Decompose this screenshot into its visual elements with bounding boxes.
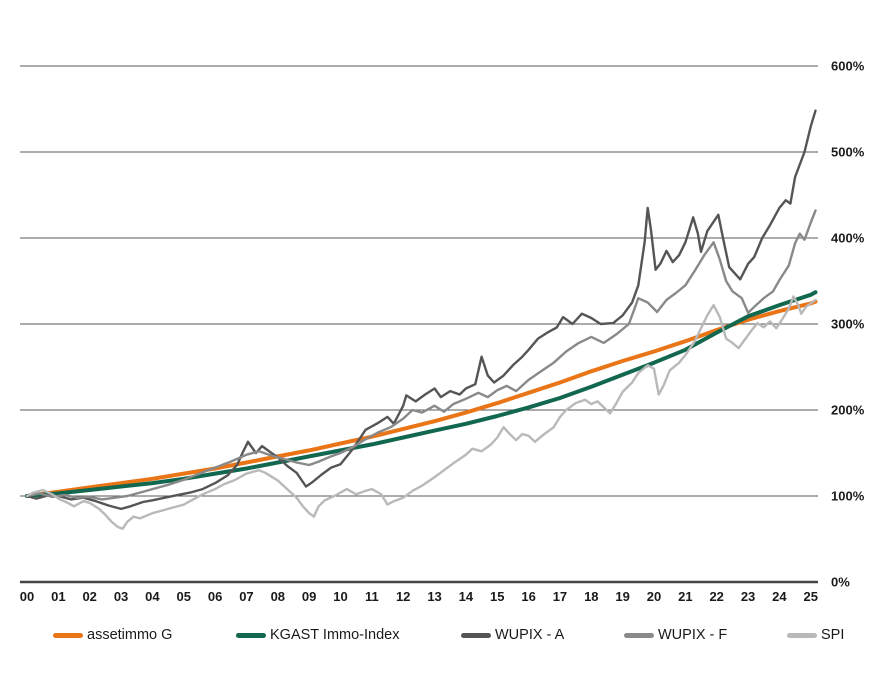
x-tick-label: 24 [772,589,787,604]
x-tick-label: 16 [521,589,535,604]
x-tick-label: 06 [208,589,222,604]
x-tick-label: 18 [584,589,598,604]
x-tick-label: 17 [553,589,567,604]
x-tick-label: 14 [459,589,474,604]
legend-label: WUPIX - A [495,627,565,643]
x-tick-label: 19 [615,589,629,604]
series-line-wupix-a [25,109,817,511]
legend-label: assetimmo G [87,627,173,643]
series-line-assetimmo-g [25,299,818,498]
legend-item-wupix-f: WUPIX - F [624,622,727,648]
series-line-spi [25,295,817,530]
x-tick-label: 03 [114,589,128,604]
y-tick-label: 400% [831,231,865,246]
chart-legend: assetimmo G KGAST Immo-Index WUPIX - A WUPI… [0,622,878,652]
legend-swatch-icon [787,632,817,638]
y-tick-label: 500% [831,145,865,160]
x-tick-label: 11 [365,589,379,604]
x-tick-label: 07 [239,589,253,604]
x-tick-label: 15 [490,589,504,604]
x-tick-label: 13 [427,589,441,604]
legend-swatch-icon [624,632,654,638]
x-tick-label: 22 [709,589,723,604]
y-tick-label: 0% [831,575,850,590]
series-line-kgast-immo-index [25,290,818,498]
legend-item-kgast-immo-index: KGAST Immo-Index [236,622,399,648]
legend-item-spi: SPI [787,622,844,648]
x-tick-label: 02 [82,589,96,604]
series-line-wupix-f [25,209,817,501]
legend-item-wupix-a: WUPIX - A [461,622,564,648]
x-tick-label: 12 [396,589,410,604]
x-tick-label: 05 [177,589,191,604]
legend-label: KGAST Immo-Index [270,627,400,643]
x-tick-label: 10 [333,589,347,604]
x-tick-label: 09 [302,589,316,604]
x-tick-label: 20 [647,589,661,604]
legend-item-assetimmo-g: assetimmo G [53,622,172,648]
y-tick-label: 300% [831,317,865,332]
legend-label: SPI [821,627,845,643]
legend-swatch-icon [53,632,83,638]
x-tick-label: 04 [145,589,160,604]
x-tick-label: 08 [271,589,285,604]
x-tick-label: 25 [804,589,818,604]
x-tick-label: 23 [741,589,755,604]
x-tick-label: 01 [51,589,65,604]
x-tick-label: 00 [20,589,34,604]
y-tick-label: 600% [831,59,865,74]
y-tick-label: 100% [831,489,865,504]
x-tick-label: 21 [678,589,692,604]
chart-canvas: 0% 100% 200% 300% 400% 500% 600% 00 01 02 03 04 05 06… [20,59,865,605]
legend-swatch-icon [236,632,266,638]
y-tick-label: 200% [831,403,865,418]
legend-swatch-icon [461,632,491,638]
legend-label: WUPIX - F [658,627,728,643]
